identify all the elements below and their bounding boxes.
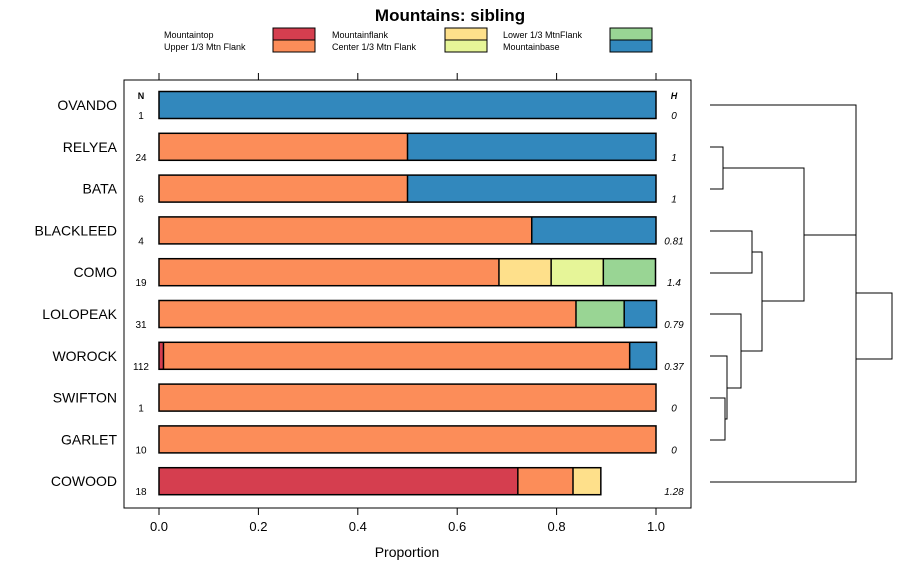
h-value: 0.37	[664, 362, 684, 373]
bar-outline	[158, 216, 657, 245]
bar-segment	[498, 258, 552, 286]
bar-outline	[158, 132, 657, 162]
dendrogram-branch	[710, 230, 753, 274]
bar-segment	[159, 425, 656, 453]
bar-segment	[159, 91, 656, 119]
row-label: RELYEA	[63, 139, 118, 155]
row-label: COMO	[73, 264, 117, 280]
legend-swatch	[444, 27, 488, 41]
dendrogram-branch	[710, 397, 726, 441]
dendrogram-branch	[723, 167, 805, 302]
row-label: BLACKLEED	[35, 222, 117, 238]
h-value: 0.79	[664, 320, 684, 331]
h-value: 1	[671, 153, 677, 164]
bar-segment	[517, 467, 574, 495]
bar-segment	[159, 133, 408, 161]
n-value: 18	[135, 487, 147, 498]
bar-segment	[624, 300, 657, 328]
bar-segment	[603, 258, 656, 286]
n-value: 31	[135, 320, 147, 331]
n-value: 1	[138, 404, 144, 415]
legend-label: Upper 1/3 Mtn Flank	[164, 42, 246, 52]
legend-swatch	[272, 39, 316, 53]
legend-swatch	[272, 27, 316, 41]
bar-segment	[573, 467, 601, 495]
h-value: 0	[671, 111, 677, 122]
x-tick-label: 0.8	[548, 519, 566, 534]
dendrogram-branch	[710, 146, 724, 190]
n-value: 24	[135, 153, 147, 164]
h-header: H	[671, 91, 678, 101]
h-value: 0.81	[664, 236, 683, 247]
legend-label: Mountainflank	[332, 30, 389, 40]
x-axis: 0.0 0.2 0.4 0.6 0.8 1.0	[150, 73, 665, 534]
n-value: 6	[138, 195, 144, 206]
x-tick-label: 0.6	[448, 519, 466, 534]
bar-outline	[158, 341, 658, 371]
n-value: 1	[138, 111, 144, 122]
bar-segment	[159, 258, 499, 286]
n-value: 10	[135, 445, 147, 456]
x-tick-label: 0.0	[150, 519, 168, 534]
n-value: 112	[133, 362, 149, 373]
row-label: OVANDO	[57, 97, 117, 113]
bar-segment	[575, 300, 625, 328]
n-value: 19	[135, 278, 147, 289]
n-value: 4	[138, 236, 144, 247]
dendrogram-branch	[710, 104, 857, 483]
bar-segment	[159, 300, 576, 328]
legend-swatch	[609, 39, 653, 53]
row-label: BATA	[83, 181, 118, 197]
bar-segment	[159, 216, 532, 244]
bar-segment	[407, 175, 656, 203]
bar-outline	[158, 425, 657, 454]
bar-segment	[551, 258, 604, 286]
legend-label: Mountaintop	[164, 30, 214, 40]
bar-outline	[158, 174, 657, 203]
bar-segment	[159, 467, 518, 495]
legend-label: Center 1/3 Mtn Flank	[332, 42, 417, 52]
legend-swatch	[444, 39, 488, 53]
bar-outline	[158, 299, 658, 329]
bar-segment	[163, 342, 630, 370]
dendrogram	[710, 104, 893, 483]
h-value: 1.4	[667, 278, 681, 289]
row-label: SWIFTON	[53, 390, 117, 406]
h-value: 1.28	[664, 487, 684, 498]
row-label: GARLET	[61, 431, 117, 447]
legend-label: Lower 1/3 MtnFlank	[503, 30, 583, 40]
h-value: 1	[671, 195, 677, 206]
legend: Mountaintop Upper 1/3 Mtn Flank Mountainfl…	[164, 27, 653, 53]
row-label: WOROCK	[52, 348, 117, 364]
legend-swatch	[609, 27, 653, 41]
x-tick-label: 0.2	[249, 519, 267, 534]
bar-outline	[158, 466, 602, 496]
dendrogram-branch	[710, 355, 728, 420]
bar-outline	[158, 257, 657, 287]
x-tick-label: 0.4	[349, 519, 367, 534]
dendrogram-branch	[856, 292, 893, 360]
bar-segment	[159, 384, 656, 412]
x-tick-label: 1.0	[647, 519, 665, 534]
dendrogram-branch	[710, 313, 742, 389]
h-value: 0	[671, 404, 677, 415]
n-header: N	[138, 91, 145, 101]
h-value: 0	[671, 445, 677, 456]
bar-segment	[531, 216, 656, 244]
bar-segment	[159, 175, 408, 203]
bar-outline	[158, 90, 657, 120]
chart-title: Mountains: sibling	[375, 6, 525, 25]
row-label: LOLOPEAK	[42, 306, 117, 322]
row-label: COWOOD	[51, 473, 117, 489]
bar-outline	[158, 383, 657, 412]
x-axis-label: Proportion	[375, 544, 440, 560]
bar-segment	[159, 342, 164, 370]
plot-panel	[123, 79, 692, 509]
bar-segment	[629, 342, 657, 370]
bar-segment	[407, 133, 656, 161]
legend-label: Mountainbase	[503, 42, 560, 52]
